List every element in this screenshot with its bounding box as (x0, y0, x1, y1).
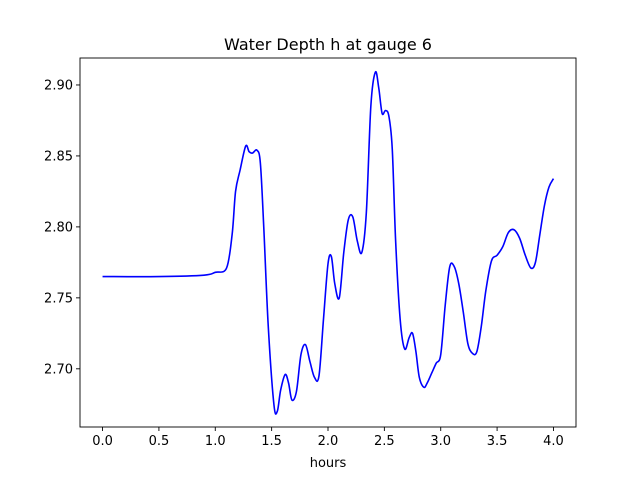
plot-frame (79, 57, 577, 428)
x-tick-label: 1.0 (205, 434, 226, 449)
x-tick-label: 1.5 (261, 434, 282, 449)
x-axis-ticks: 0.0 0.5 1.0 1.5 2.0 2.5 3.0 3.5 4.0 (92, 427, 564, 449)
y-tick-label: 2.85 (44, 149, 73, 164)
x-tick-label: 2.5 (374, 434, 395, 449)
y-axis-ticks: 2.70 2.75 2.80 2.85 2.90 (44, 78, 80, 377)
x-tick-label: 3.5 (487, 434, 508, 449)
chart-title: Water Depth h at gauge 6 (224, 35, 432, 54)
x-tick-label: 3.0 (430, 434, 451, 449)
x-tick-label: 0.5 (149, 434, 170, 449)
series-line-0 (102, 70, 555, 415)
y-tick-label: 2.80 (44, 220, 73, 235)
y-tick-label: 2.70 (44, 362, 73, 377)
x-tick-label: 0.0 (92, 434, 113, 449)
y-tick-label: 2.90 (44, 78, 73, 93)
x-tick-label: 4.0 (543, 434, 564, 449)
plot-area (79, 57, 577, 428)
x-axis-label: hours (310, 456, 347, 471)
x-tick-label: 2.0 (318, 434, 339, 449)
y-tick-label: 2.75 (44, 291, 73, 306)
